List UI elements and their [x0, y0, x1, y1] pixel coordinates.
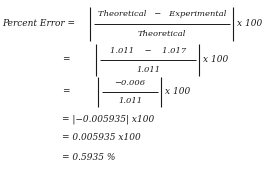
Text: =: = — [62, 56, 70, 64]
Text: Theoretical: Theoretical — [138, 30, 186, 38]
Text: 1.011: 1.011 — [136, 66, 160, 74]
Text: = 0.005935 x100: = 0.005935 x100 — [62, 134, 141, 143]
Text: x 100: x 100 — [203, 56, 228, 64]
Text: Theoretical   −   Experimental: Theoretical − Experimental — [98, 10, 226, 18]
Text: x 100: x 100 — [237, 19, 262, 29]
Text: 1.011: 1.011 — [118, 97, 142, 105]
Text: −0.006: −0.006 — [114, 79, 145, 87]
Text: 1.011    −    1.017: 1.011 − 1.017 — [110, 47, 186, 55]
Text: = 0.5935 %: = 0.5935 % — [62, 153, 116, 161]
Text: x 100: x 100 — [165, 88, 190, 96]
Text: Percent Error =: Percent Error = — [2, 19, 75, 29]
Text: = |−0.005935| x100: = |−0.005935| x100 — [62, 114, 154, 124]
Text: =: = — [62, 88, 70, 96]
